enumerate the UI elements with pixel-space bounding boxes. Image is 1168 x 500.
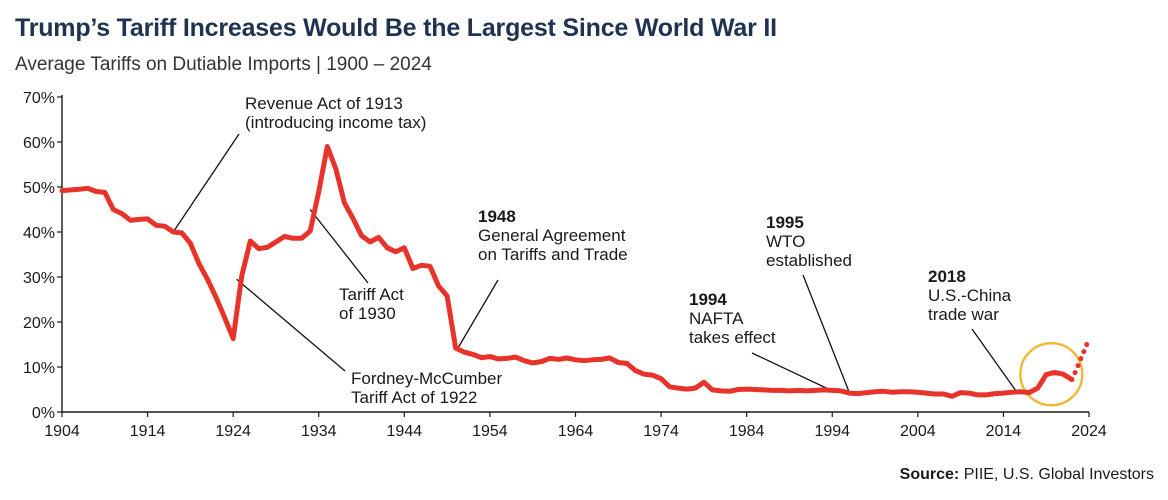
x-tick-label: 1914 [130,423,166,440]
annotation-label-line: NAFTA [689,309,744,328]
chart-axes: 0% 10% 20% 30% 40% 50% 60% 70% 1904 1914 1924 1934 1… [23,90,1107,440]
source-text: PIIE, U.S. Global Investors [959,466,1154,483]
annotation-label-line: Tariff Act [339,285,404,304]
annotation-leader-line [456,279,499,350]
y-tick-label: 20% [23,315,55,332]
annotation-label-line: on Tariffs and Trade [478,245,628,264]
annotation-label-line: 1994 [689,290,727,309]
annotation-label-line: (introducing income tax) [245,113,426,132]
x-tick-label: 1904 [44,423,80,440]
source-label: Source: [899,466,960,483]
annotation-label-line: General Agreement [478,226,626,245]
annotation-leader-line [309,209,369,284]
annotation-label: Tariff Act of 1930 [339,285,404,323]
x-tick-label: 1944 [387,423,423,440]
x-tick-label: 1934 [301,423,337,440]
annotation-label-line: WTO [766,232,805,251]
annotation-label: 1948 General Agreement on Tariffs and Trad… [478,207,628,264]
annotation-label: Fordney-McCumber Tariff Act of 1922 [351,369,502,407]
annotation-leader-line [172,133,240,233]
annotation-label-line: Tariff Act of 1922 [351,388,477,407]
annotation-leaders [172,133,1017,393]
annotation-label-line: Revenue Act of 1913 [245,94,403,113]
annotation-leader-line [236,278,346,372]
chart-title: Trump’s Tariff Increases Would Be the La… [15,14,777,42]
y-tick-label: 30% [23,270,55,287]
annotation-label: 2018 U.S.-China trade war [928,267,1012,324]
x-tick-label: 2024 [1071,423,1107,440]
x-tick-label: 1984 [729,423,765,440]
annotation-label-line: of 1930 [339,304,396,323]
annotation-leader-line [802,274,850,393]
y-tick-label: 60% [23,135,55,152]
annotation-label-line: established [766,251,852,270]
x-tick-label: 1994 [814,423,850,440]
annotation-label-line: 1995 [766,213,804,232]
y-tick-label: 40% [23,225,55,242]
annotation-label-line: Fordney-McCumber [351,369,502,388]
x-tick-label: 1954 [472,423,508,440]
y-tick-label: 0% [32,405,55,422]
x-tick-label: 1924 [215,423,251,440]
chart-series [59,144,1092,407]
annotation-labels: Revenue Act of 1913 (introducing income t… [245,94,1012,407]
x-tick-label: 1974 [643,423,679,440]
x-tick-label: 1964 [558,423,594,440]
x-tick-label: 2004 [900,423,936,440]
series-line-projection [1069,336,1092,383]
annotation-label-line: 1948 [478,207,516,226]
annotation-leader-line [751,352,833,392]
series-line-historical [59,144,1075,399]
annotation-label: 1995 WTO established [766,213,852,270]
annotation-leader-line [971,328,1017,392]
source-note: Source: PIIE, U.S. Global Investors [900,466,1154,484]
annotation-label: Revenue Act of 1913 (introducing income t… [245,94,426,132]
y-tick-label: 70% [23,90,55,107]
x-tick-label: 2014 [986,423,1022,440]
annotation-label-line: trade war [928,305,999,324]
highlight-circle [1019,342,1084,407]
annotation-label-line: 2018 [928,267,966,286]
y-tick-label: 50% [23,180,55,197]
annotation-label-line: takes effect [689,328,776,347]
annotation-label: 1994 NAFTA takes effect [689,290,776,347]
chart-subtitle: Average Tariffs on Dutiable Imports | 19… [15,54,432,75]
y-tick-label: 10% [23,360,55,377]
annotation-label-line: U.S.-China [928,286,1012,305]
